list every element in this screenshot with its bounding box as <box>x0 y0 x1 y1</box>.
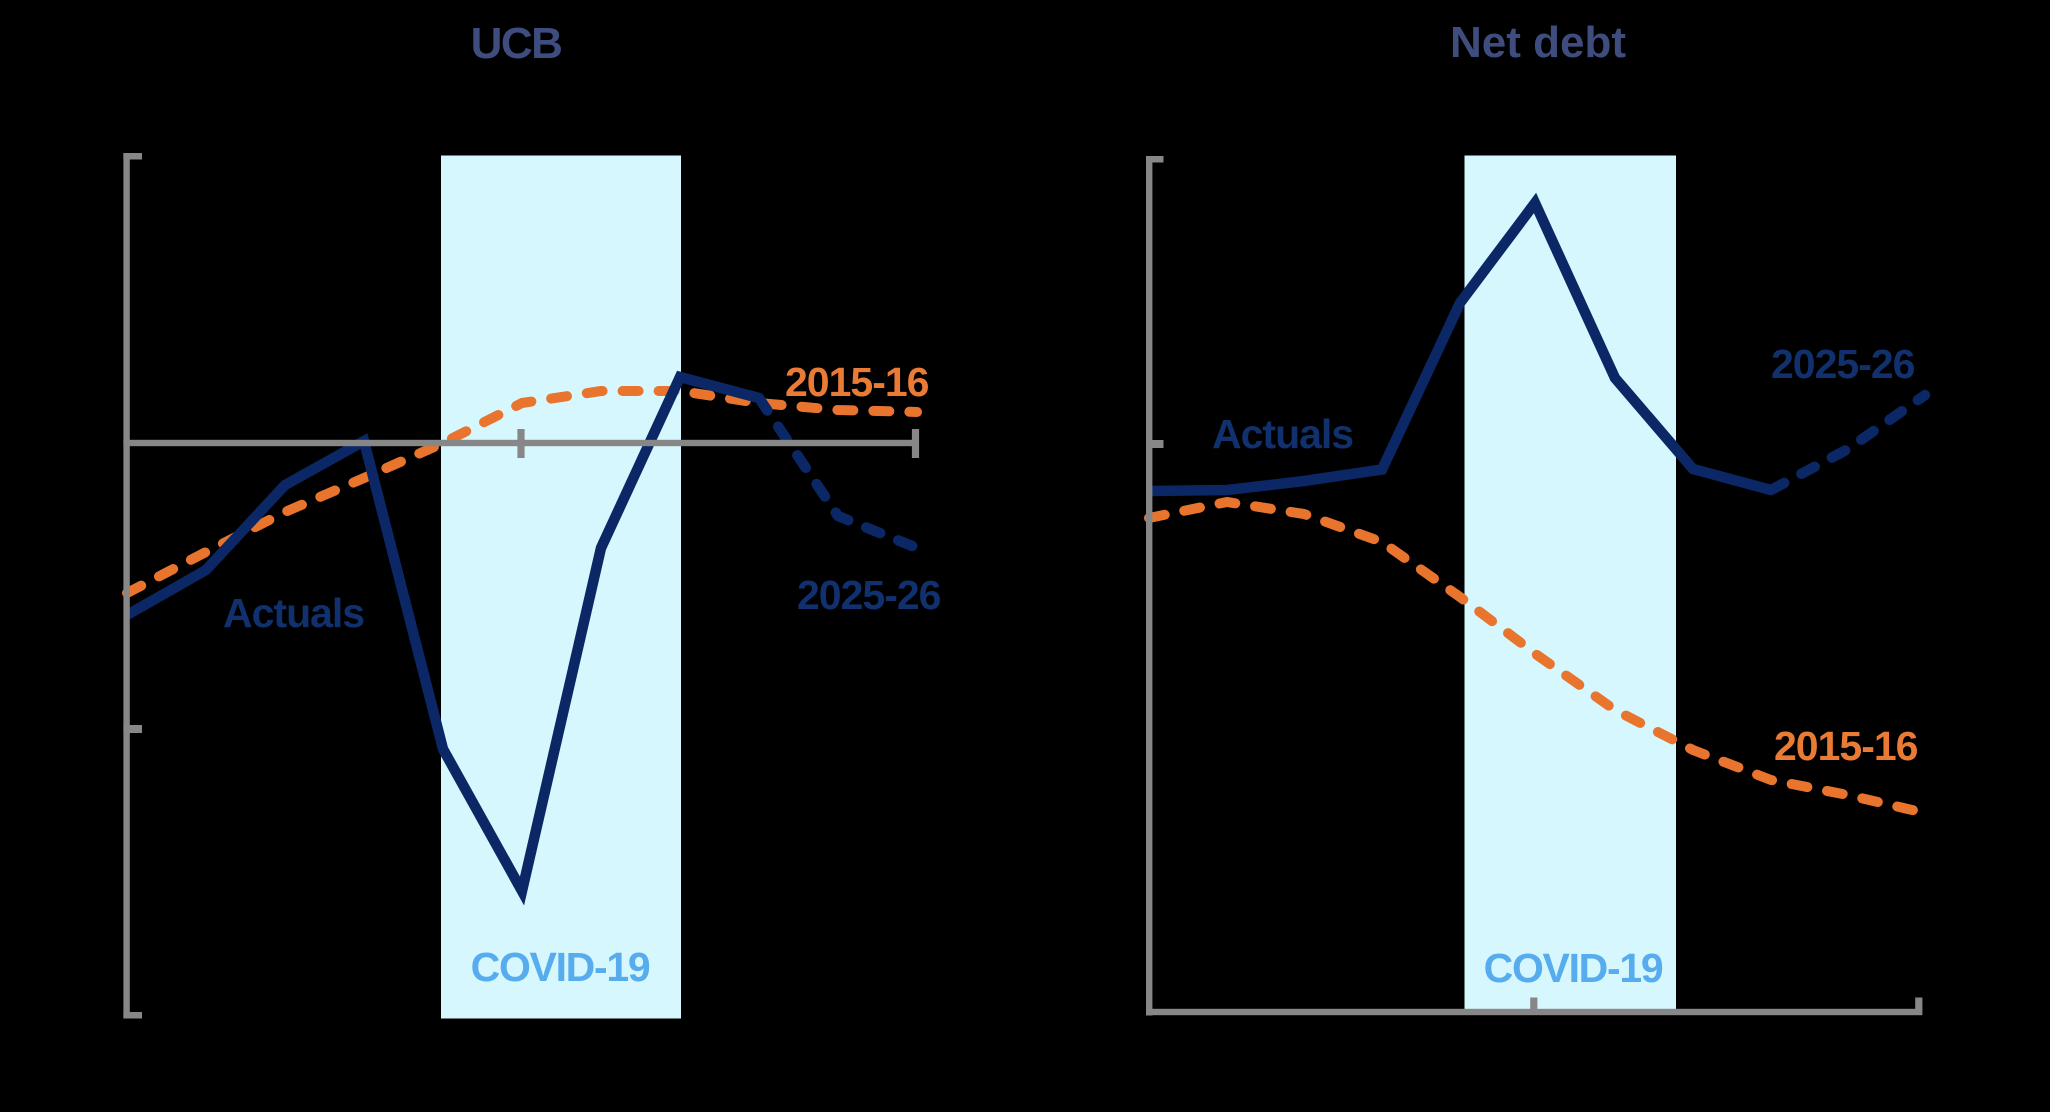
svg-text:COVID-19: COVID-19 <box>1484 945 1663 991</box>
svg-text:2025-26: 2025-26 <box>797 572 941 618</box>
svg-text:Actuals: Actuals <box>1212 411 1353 457</box>
svg-text:2015-16: 2015-16 <box>785 359 929 405</box>
svg-text:2015-16: 2015-16 <box>1774 723 1918 769</box>
svg-text:Actuals: Actuals <box>223 590 364 636</box>
svg-text:UCB: UCB <box>471 19 562 68</box>
svg-text:Net debt: Net debt <box>1450 18 1626 67</box>
svg-text:2025-26: 2025-26 <box>1771 341 1915 387</box>
svg-text:COVID-19: COVID-19 <box>471 944 650 990</box>
